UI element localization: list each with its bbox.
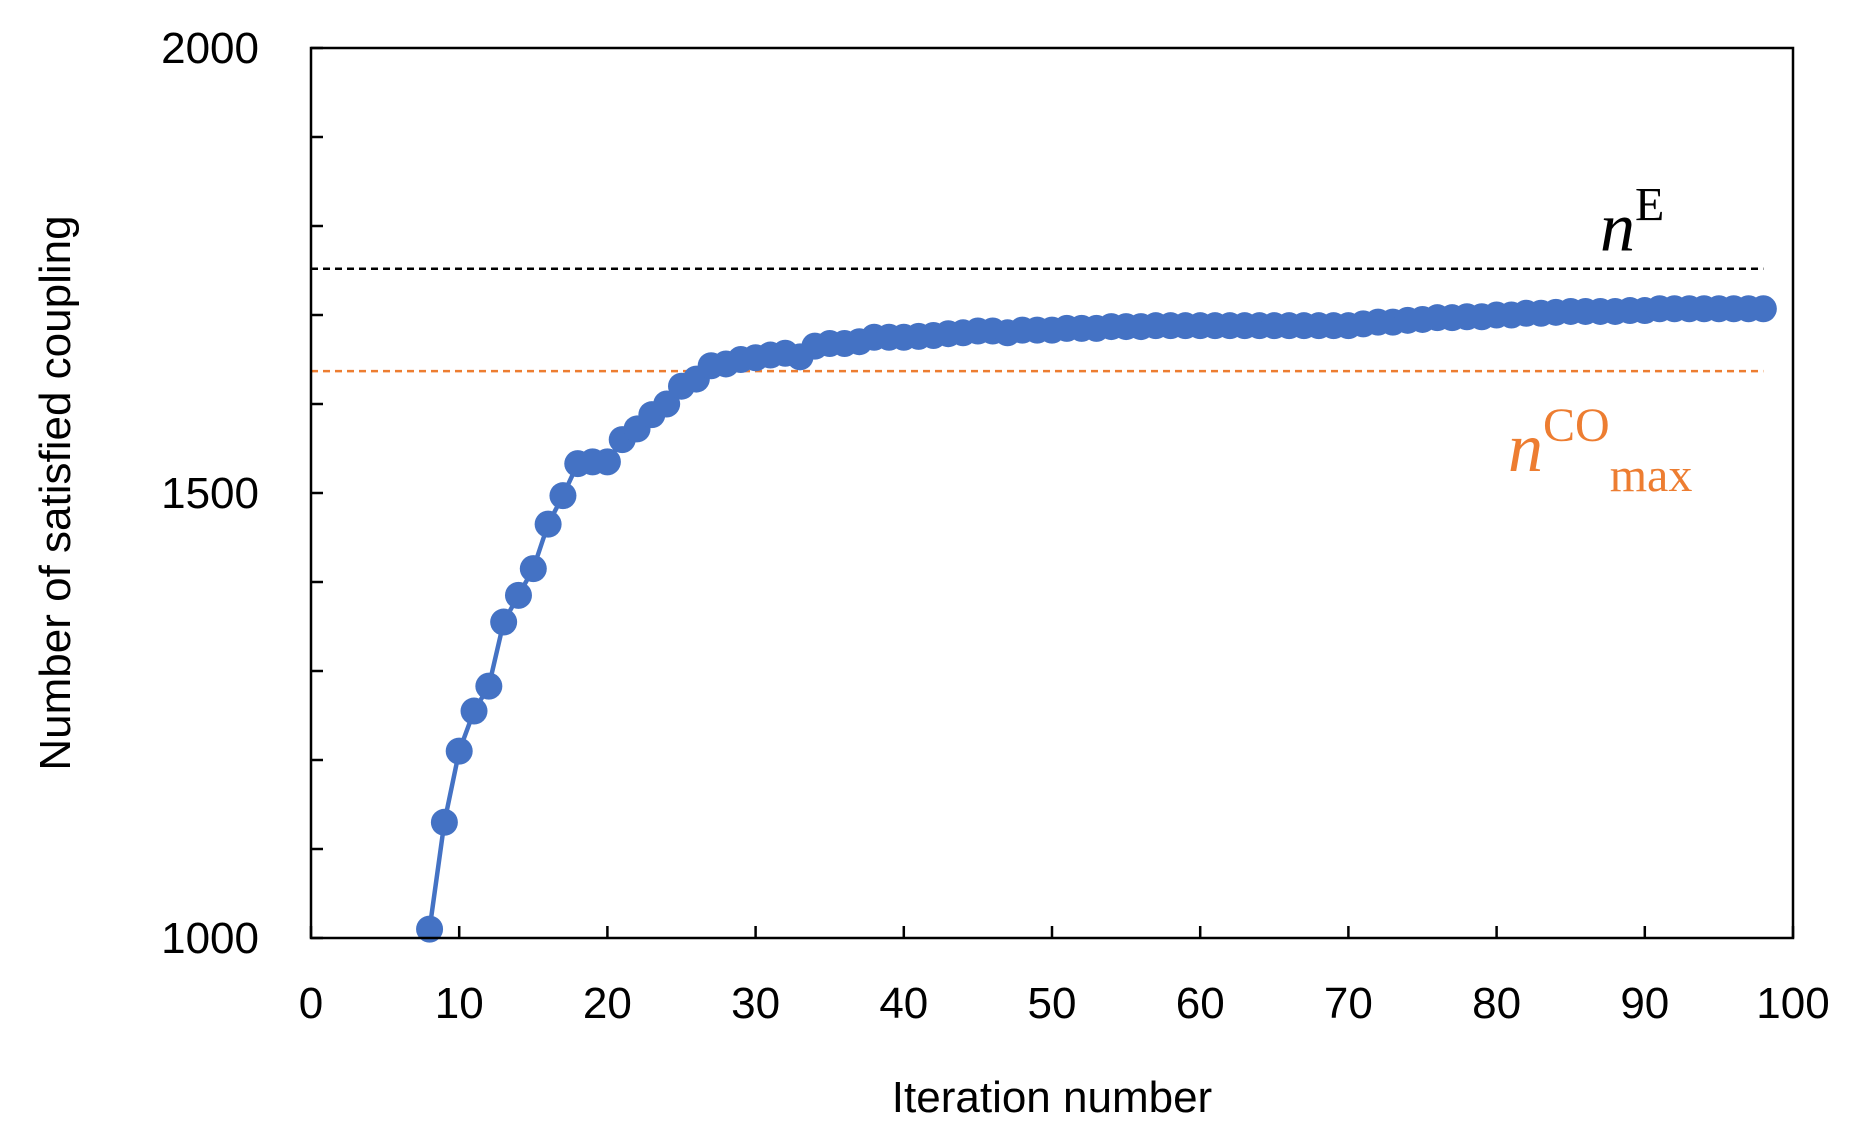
- x-tick-label: 60: [1176, 979, 1225, 1028]
- y-tick-label: 1500: [161, 469, 259, 518]
- x-tick-label: 90: [1620, 979, 1669, 1028]
- data-point: [445, 737, 473, 765]
- reference-lines: [311, 267, 1764, 373]
- data-point: [593, 448, 621, 476]
- x-axis-title: Iteration number: [892, 1073, 1212, 1122]
- reference-line-label: nCOmax: [1508, 399, 1692, 502]
- x-tick-label: 50: [1028, 979, 1077, 1028]
- data-point: [475, 672, 503, 700]
- y-axis-ticks: 1000 1500 2000: [161, 24, 323, 963]
- x-tick-label: 70: [1324, 979, 1373, 1028]
- reference-label-base: n: [1508, 410, 1543, 487]
- reference-label-base: n: [1600, 190, 1635, 267]
- data-point: [549, 482, 577, 510]
- data-point: [490, 608, 518, 636]
- x-tick-label: 30: [731, 979, 780, 1028]
- data-point: [430, 808, 458, 836]
- x-tick-label: 100: [1756, 979, 1829, 1028]
- data-point: [416, 915, 444, 943]
- y-axis-title: Number of satisfied coupling: [31, 215, 80, 770]
- data-point: [460, 697, 488, 725]
- x-tick-label: 20: [583, 979, 632, 1028]
- y-tick-label: 2000: [161, 24, 259, 73]
- series-layer: [416, 295, 1777, 943]
- plot-area-frame: [309, 46, 1795, 940]
- data-point: [653, 390, 681, 418]
- reference-label-sup: CO: [1543, 399, 1610, 452]
- data-point: [504, 581, 532, 609]
- x-axis-ticks: 0 10 20 30 40 50 60 70 80 90 100: [299, 926, 1830, 1028]
- data-point: [519, 555, 547, 583]
- x-tick-label: 0: [299, 979, 323, 1028]
- reference-line-label: nE: [1600, 179, 1664, 267]
- reference-label-sub: max: [1610, 449, 1693, 502]
- x-tick-label: 10: [435, 979, 484, 1028]
- data-point: [534, 510, 562, 538]
- x-tick-label: 40: [879, 979, 928, 1028]
- data-point: [1749, 295, 1777, 323]
- y-tick-label: 1000: [161, 914, 259, 963]
- reference-label-sup: E: [1635, 179, 1664, 232]
- x-tick-label: 80: [1472, 979, 1521, 1028]
